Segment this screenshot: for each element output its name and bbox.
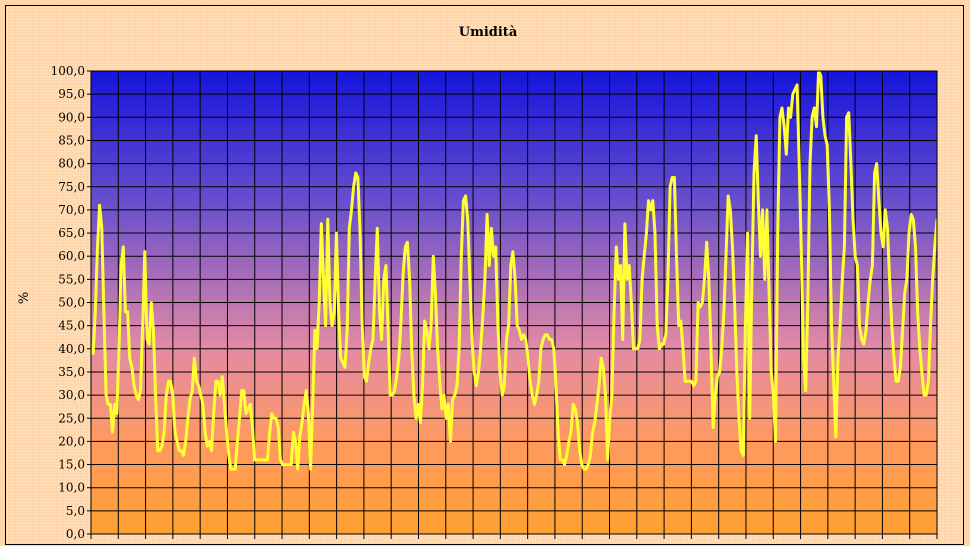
y-tick-label: 95,0: [58, 87, 85, 101]
y-tick-label: 15,0: [58, 458, 85, 472]
y-tick-label: 100,0: [51, 64, 85, 78]
humidity-chart: Umidità % 0,0 5,0 10,0 15,0 20,0 25,0 30,0 35,0…: [17, 25, 939, 541]
x-axis-ticks: [90, 534, 938, 539]
y-tick-label: 75,0: [58, 180, 85, 194]
y-tick-label: 20,0: [58, 434, 85, 448]
y-axis-ticks: 0,0 5,0 10,0 15,0 20,0 25,0 30,0 35,0 40,0 45,0 50…: [51, 64, 91, 541]
chart-title: Umidità: [459, 25, 518, 40]
y-axis-title: %: [17, 292, 32, 304]
y-tick-label: 35,0: [58, 365, 85, 379]
y-tick-label: 80,0: [58, 157, 85, 171]
y-tick-label: 90,0: [58, 110, 85, 124]
y-tick-label: 25,0: [58, 411, 85, 425]
y-tick-label: 40,0: [58, 342, 85, 356]
humidity-series-line: [89, 69, 939, 471]
y-tick-label: 10,0: [58, 481, 85, 495]
y-tick-label: 65,0: [58, 226, 85, 240]
y-tick-label: 55,0: [58, 272, 85, 286]
plot-border: [90, 70, 938, 535]
y-tick-label: 5,0: [66, 504, 85, 518]
y-tick-label: 50,0: [58, 296, 85, 310]
y-tick-label: 0,0: [66, 527, 85, 541]
y-tick-label: 85,0: [58, 133, 85, 147]
y-tick-label: 45,0: [58, 319, 85, 333]
y-tick-label: 30,0: [58, 388, 85, 402]
chart-frame: Umidità % 0,0 5,0 10,0 15,0 20,0 25,0 30,0 35,0…: [5, 5, 964, 545]
y-tick-label: 60,0: [58, 249, 85, 263]
y-tick-label: 70,0: [58, 203, 85, 217]
